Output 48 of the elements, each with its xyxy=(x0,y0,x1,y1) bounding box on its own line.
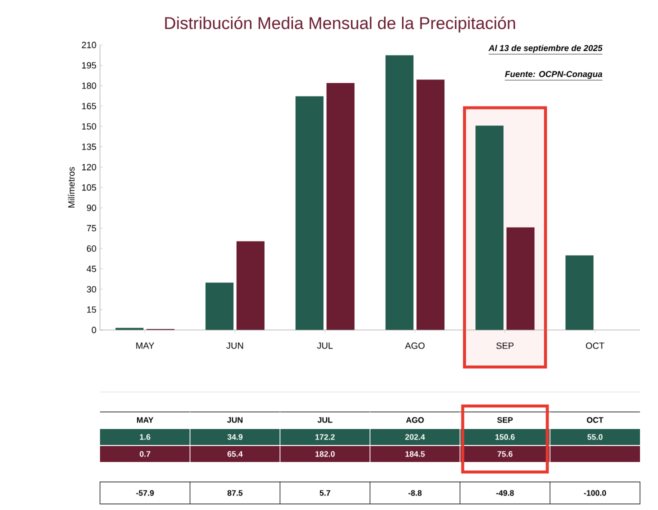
y-tick-label: 150 xyxy=(82,123,96,130)
y-tick-label: 195 xyxy=(82,62,96,69)
text: -8.8 xyxy=(408,490,422,496)
annotation: Al 13 de septiembre de 2025 xyxy=(488,44,603,53)
y-tick-label: 105 xyxy=(82,184,96,191)
y-tick-label: 30 xyxy=(86,286,96,292)
data-label: 202.4 xyxy=(405,434,425,440)
data-label: 55.0 xyxy=(587,434,602,440)
data-label: 150.6 xyxy=(495,434,515,440)
x-tick-label: JUL xyxy=(317,342,333,349)
text: 5.7 xyxy=(320,490,330,496)
y-axis-title: Milímetros xyxy=(68,167,75,208)
annotation: Fuente: OCPN-Conagua xyxy=(505,71,602,79)
text: -100.0 xyxy=(584,490,606,496)
data-label: 75.6 xyxy=(498,451,512,457)
category-label: OCT xyxy=(586,417,604,423)
text: SEP xyxy=(497,417,513,423)
y-tick-label: 90 xyxy=(86,204,96,212)
chart-title: Distribución Media Mensual de la Precipitación xyxy=(165,16,516,33)
y-tick-label: 45 xyxy=(86,266,96,272)
x-tick-label: OCT xyxy=(586,342,604,349)
y-tick-label: 15 xyxy=(87,306,96,313)
text: -49.8 xyxy=(496,490,514,496)
text: 87.5 xyxy=(227,490,243,496)
data-label: 182.0 xyxy=(315,451,335,457)
y-tick-label: 0 xyxy=(92,326,96,334)
y-tick-label: 165 xyxy=(82,102,96,110)
x-tick-label: JUN xyxy=(226,342,244,349)
x-tick-label: MAY xyxy=(136,342,154,349)
x-tick-label: AGO xyxy=(405,342,425,349)
category-label: JUL xyxy=(318,417,332,423)
y-tick-label: 60 xyxy=(86,245,96,252)
data-label: 0.7 xyxy=(140,451,150,457)
y-tick-label: 75 xyxy=(86,225,96,232)
y-tick-label: 210 xyxy=(82,42,96,48)
category-label: JUN xyxy=(227,417,242,423)
data-label: 1.6 xyxy=(140,434,150,440)
y-tick-label: 180 xyxy=(82,82,96,89)
y-tick-label: 135 xyxy=(82,144,96,150)
data-label: 172.2 xyxy=(315,434,335,440)
data-label: 184.5 xyxy=(405,451,425,457)
y-tick-label: 120 xyxy=(82,164,96,170)
category-label: MAY xyxy=(137,417,154,423)
data-label: 34.9 xyxy=(227,434,242,440)
category-label: AGO xyxy=(406,417,424,423)
data-label: 65.4 xyxy=(228,451,243,457)
text: -57.9 xyxy=(136,490,154,496)
x-tick-label: SEP xyxy=(496,342,514,349)
